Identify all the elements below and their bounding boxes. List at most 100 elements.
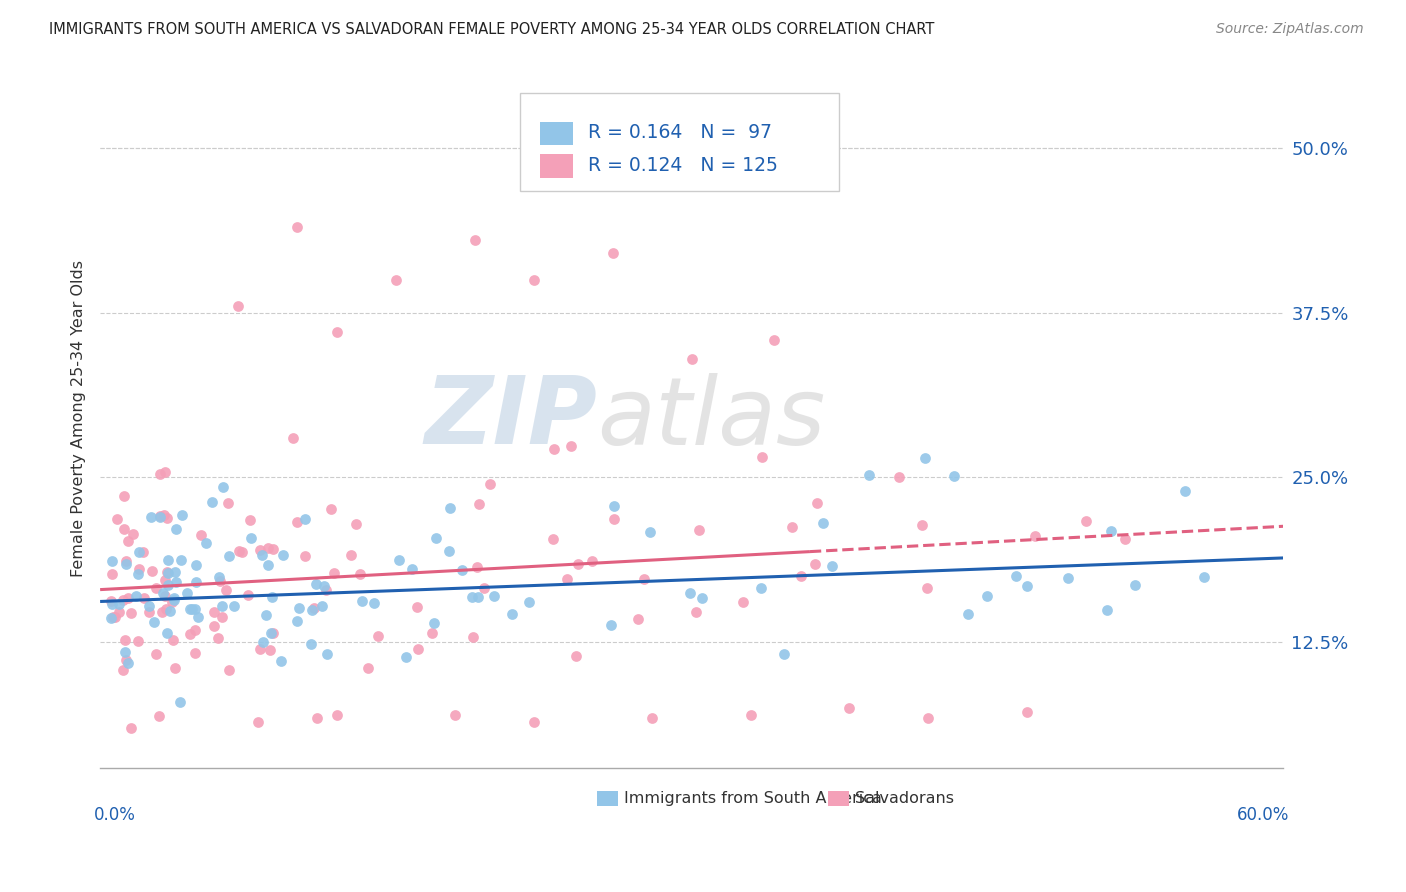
Point xyxy=(773,647,796,661)
Point xyxy=(165,522,187,536)
Point xyxy=(325,707,347,722)
Point xyxy=(236,588,259,602)
Point xyxy=(315,647,337,661)
Point xyxy=(1015,706,1038,720)
Point xyxy=(319,501,342,516)
Point xyxy=(627,612,650,626)
Point xyxy=(127,566,149,581)
Point xyxy=(543,442,565,456)
Point xyxy=(465,560,488,574)
Point xyxy=(194,536,217,550)
Point xyxy=(581,554,603,568)
Point xyxy=(217,496,239,510)
Point xyxy=(406,642,429,657)
Point xyxy=(858,467,880,482)
Point xyxy=(437,544,460,558)
Text: 0.0%: 0.0% xyxy=(94,806,136,824)
Point xyxy=(299,637,322,651)
Point xyxy=(101,597,124,611)
Point xyxy=(184,602,207,616)
Point xyxy=(294,549,316,564)
Point xyxy=(170,553,193,567)
Point xyxy=(420,625,443,640)
Point xyxy=(218,663,240,677)
Point xyxy=(256,558,278,572)
Point xyxy=(112,593,135,607)
Point xyxy=(464,233,486,247)
Point xyxy=(101,610,124,624)
Point xyxy=(260,625,283,640)
Point xyxy=(153,573,176,587)
Point xyxy=(388,553,411,567)
Point xyxy=(555,572,578,586)
Point xyxy=(252,634,274,648)
Point xyxy=(917,710,939,724)
Text: ZIP: ZIP xyxy=(425,372,598,464)
Point xyxy=(112,489,135,503)
Point xyxy=(211,599,233,613)
Text: Immigrants from South America: Immigrants from South America xyxy=(624,791,882,806)
Point xyxy=(301,603,323,617)
Point xyxy=(141,564,163,578)
Point xyxy=(162,633,184,648)
Point xyxy=(149,467,172,482)
Point xyxy=(163,591,186,606)
Point xyxy=(285,219,308,234)
Point xyxy=(207,631,229,645)
Point xyxy=(367,629,389,643)
Point xyxy=(323,566,346,580)
Y-axis label: Female Poverty Among 25-34 Year Olds: Female Poverty Among 25-34 Year Olds xyxy=(72,260,86,576)
Point xyxy=(120,721,142,735)
Point xyxy=(461,590,484,604)
Bar xyxy=(540,153,574,178)
Point xyxy=(439,501,461,516)
Point xyxy=(246,714,269,729)
Point xyxy=(444,707,467,722)
Point xyxy=(679,586,702,600)
Point xyxy=(156,510,179,524)
Point xyxy=(763,333,786,347)
Point xyxy=(131,545,153,559)
Point xyxy=(112,664,135,678)
Point xyxy=(889,470,911,484)
Point xyxy=(163,593,186,607)
Point xyxy=(602,246,624,260)
Point xyxy=(305,576,328,591)
Point xyxy=(468,498,491,512)
Point xyxy=(461,630,484,644)
Point xyxy=(150,605,173,619)
Point xyxy=(190,527,212,541)
Point xyxy=(838,701,860,715)
Point xyxy=(565,648,588,663)
Point xyxy=(1015,579,1038,593)
Point xyxy=(159,604,181,618)
Point xyxy=(821,558,844,573)
Point xyxy=(1114,533,1136,547)
Point xyxy=(228,544,250,558)
Point xyxy=(260,590,283,604)
Point xyxy=(156,565,179,579)
Point xyxy=(202,605,225,619)
Point xyxy=(395,650,418,665)
Point xyxy=(149,510,172,524)
Point xyxy=(163,661,186,675)
Point xyxy=(138,605,160,619)
Point xyxy=(281,431,304,445)
Text: atlas: atlas xyxy=(598,373,825,464)
Point xyxy=(780,520,803,534)
Point xyxy=(262,626,284,640)
Point xyxy=(911,518,934,533)
Point xyxy=(176,585,198,599)
Point xyxy=(914,450,936,465)
Point xyxy=(790,569,813,583)
Point xyxy=(257,541,280,555)
Point xyxy=(239,531,262,545)
Point xyxy=(600,618,623,632)
Point xyxy=(108,597,131,611)
Point xyxy=(226,299,249,313)
Point xyxy=(1095,603,1118,617)
Point xyxy=(208,570,231,584)
Point xyxy=(107,605,129,619)
Point xyxy=(733,595,755,609)
Point xyxy=(112,522,135,536)
